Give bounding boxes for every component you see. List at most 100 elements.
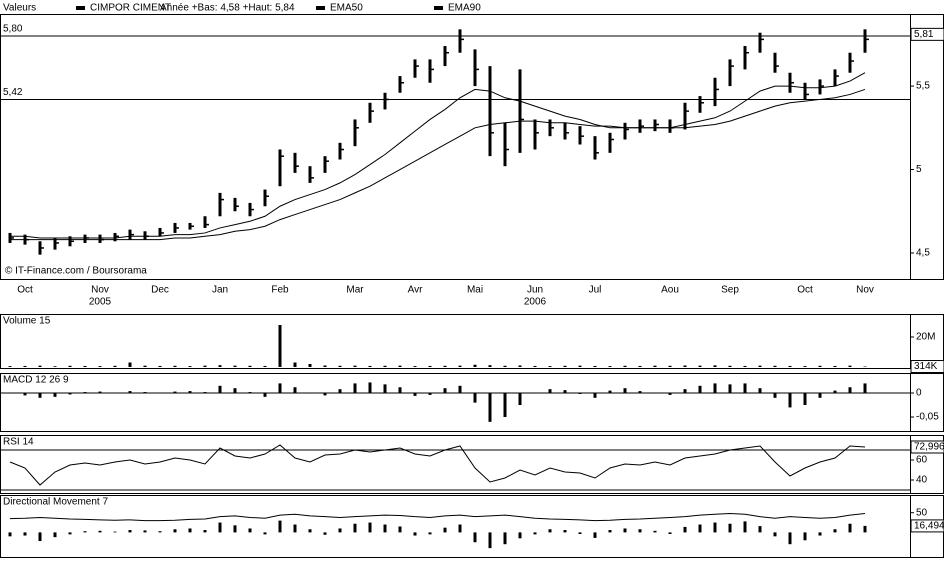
- bar: [698, 385, 702, 394]
- legend-entry: EMA90: [448, 3, 481, 14]
- current-value-label: 16,494: [914, 521, 944, 532]
- histogram-bar: [278, 520, 282, 533]
- y-tick-label: 60: [916, 455, 928, 466]
- y-tick-label: 50: [916, 507, 928, 518]
- bar: [278, 325, 282, 367]
- x-tick-label: Oct: [797, 285, 813, 296]
- bar: [383, 365, 387, 367]
- histogram-bar: [653, 530, 657, 533]
- bar: [323, 393, 327, 396]
- bar: [353, 365, 357, 367]
- bar: [233, 388, 237, 394]
- panel-title: RSI 14: [3, 437, 34, 448]
- histogram-bar: [668, 532, 672, 534]
- histogram-bar: [683, 526, 687, 533]
- bar: [533, 365, 537, 367]
- histogram-bar: [413, 532, 417, 536]
- y-tick-label: 5,5: [916, 81, 930, 92]
- y-tick-label: 0: [916, 388, 922, 399]
- histogram-bar: [218, 522, 222, 533]
- bar: [443, 388, 447, 394]
- bar: [233, 365, 237, 367]
- histogram-bar: [728, 523, 732, 533]
- bar: [218, 385, 222, 394]
- bar: [458, 365, 462, 367]
- bar: [773, 393, 777, 398]
- x-tick-label: Sep: [721, 285, 739, 296]
- bar: [743, 383, 747, 394]
- current-value-box: [910, 27, 944, 41]
- bar: [248, 392, 252, 394]
- bar: [353, 383, 357, 394]
- bar: [428, 365, 432, 367]
- x-tick-label: Dec: [151, 285, 169, 296]
- bar: [143, 392, 147, 394]
- bar: [278, 383, 282, 394]
- bar: [668, 365, 672, 367]
- histogram-bar: [788, 532, 792, 545]
- bar: [473, 364, 477, 367]
- bar: [158, 392, 162, 394]
- line: [9, 513, 866, 522]
- bar: [263, 393, 267, 397]
- histogram-bar: [443, 527, 447, 533]
- current-value-box: [910, 360, 944, 374]
- bar: [488, 393, 492, 422]
- reference-label: 5,80: [3, 24, 23, 35]
- bar: [53, 393, 57, 397]
- histogram-bar: [773, 532, 777, 537]
- bar: [443, 365, 447, 367]
- bar: [638, 365, 642, 367]
- bar: [668, 393, 672, 395]
- histogram-bar: [548, 529, 552, 533]
- bar: [608, 366, 612, 367]
- bar: [293, 362, 297, 367]
- histogram-bar: [53, 532, 57, 538]
- chart-subtitle: Année +Bas: 4,58 +Haut: 5,84: [160, 3, 295, 14]
- y-tick-label: -0,05: [916, 412, 939, 423]
- bar: [23, 365, 27, 367]
- bar: [8, 366, 12, 367]
- bar: [413, 393, 417, 396]
- histogram-bar: [758, 526, 762, 533]
- x-tick-label: Mar: [346, 285, 364, 296]
- bar: [623, 388, 627, 394]
- bar: [593, 365, 597, 367]
- current-value-box: [910, 519, 944, 533]
- bar: [53, 366, 57, 367]
- bar: [788, 365, 792, 367]
- panel-title: Directional Movement 7: [3, 497, 108, 508]
- histogram-bar: [578, 532, 582, 534]
- histogram-bar: [68, 532, 72, 535]
- histogram-bar: [563, 530, 567, 533]
- bar: [728, 365, 732, 367]
- legend-swatch: [76, 6, 85, 10]
- bar: [113, 365, 117, 367]
- reference-label: 5,42: [3, 87, 23, 98]
- histogram-bar: [368, 522, 372, 533]
- ema-line: [10, 72, 866, 239]
- bar: [563, 390, 567, 394]
- bar: [158, 365, 162, 367]
- histogram-bar: [203, 530, 207, 533]
- bar: [83, 392, 87, 394]
- y-tick-label: 20M: [916, 332, 935, 343]
- bar: [863, 366, 867, 368]
- bar: [128, 362, 132, 367]
- histogram-bar: [173, 529, 177, 533]
- histogram-bar: [8, 532, 12, 537]
- bar: [503, 365, 507, 367]
- x-tick-label: Avr: [408, 285, 423, 296]
- histogram-bar: [428, 532, 432, 535]
- histogram-bar: [518, 532, 522, 539]
- bar: [548, 366, 552, 367]
- x-tick-label: Feb: [271, 285, 289, 296]
- bar: [533, 393, 537, 394]
- bar: [863, 383, 867, 394]
- bar: [833, 365, 837, 367]
- bar: [203, 392, 207, 394]
- bar: [398, 387, 402, 394]
- histogram-bar: [623, 528, 627, 533]
- bar: [578, 393, 582, 394]
- bar: [83, 365, 87, 367]
